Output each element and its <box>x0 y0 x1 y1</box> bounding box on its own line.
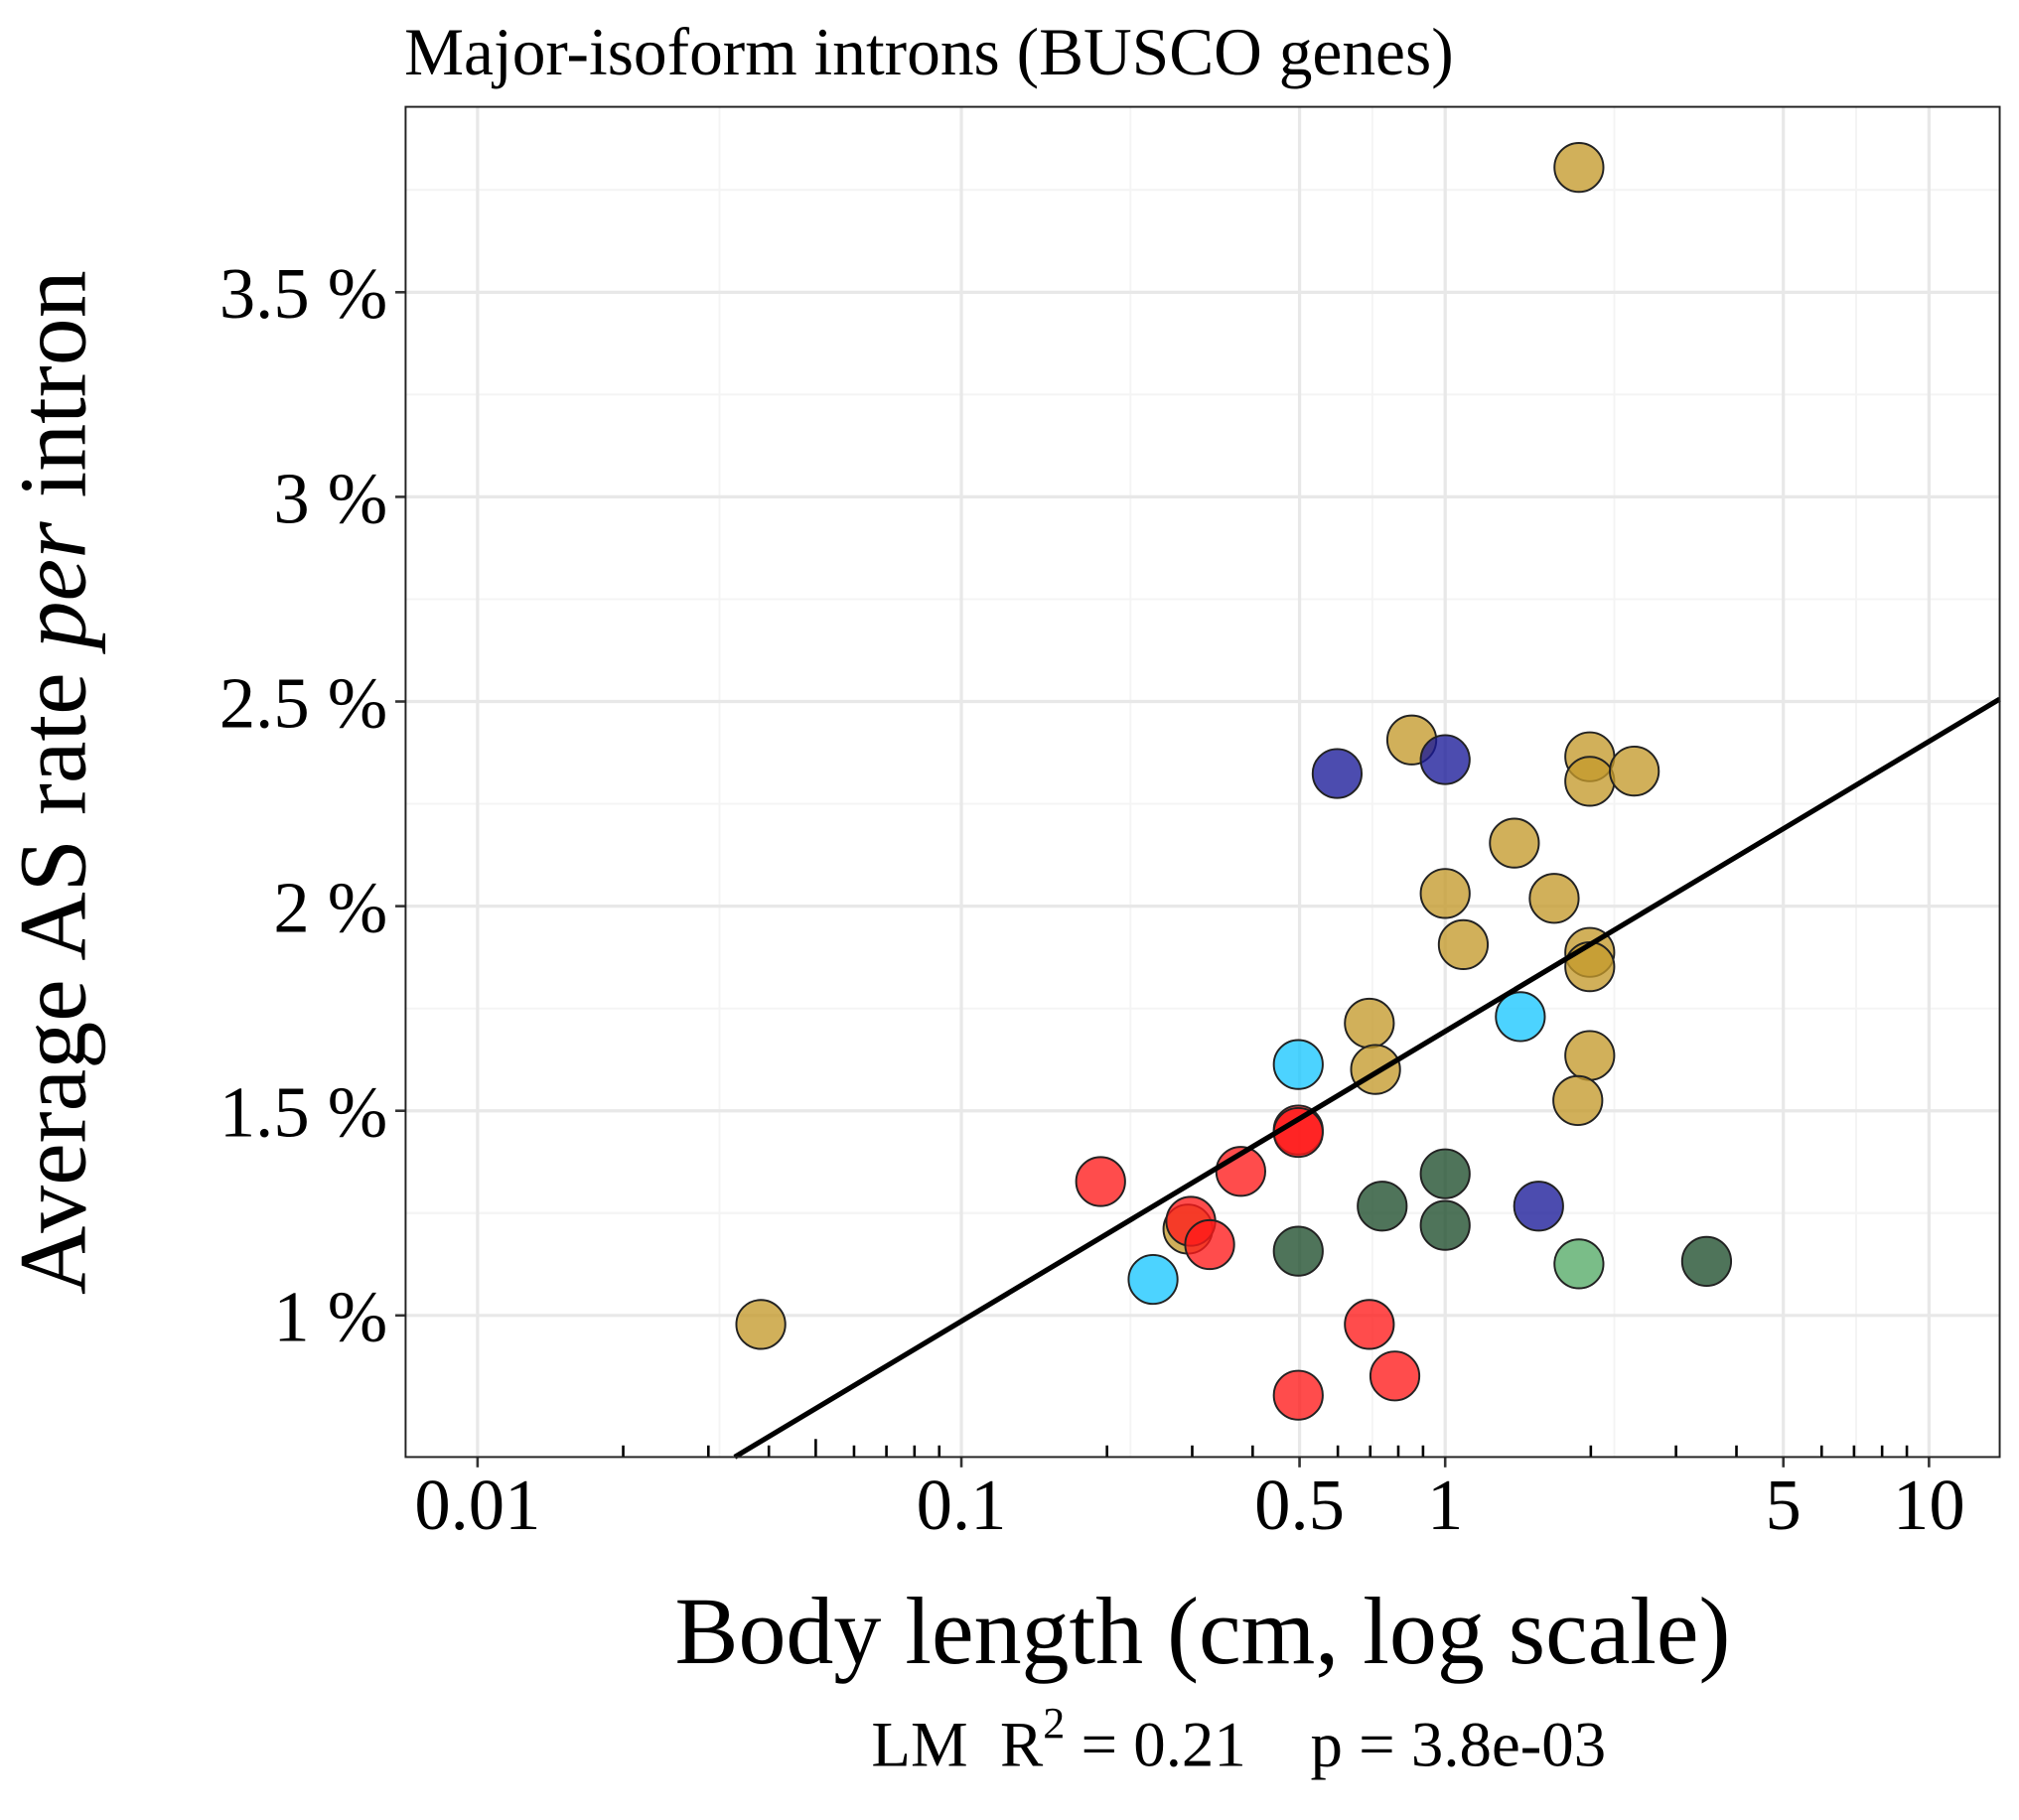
point <box>1419 1199 1471 1251</box>
points <box>735 141 1733 1421</box>
annotation-sup: 2 <box>1043 1699 1065 1748</box>
point <box>1344 997 1395 1050</box>
y-tick-label: 2.5 % <box>219 662 387 743</box>
x-axis-title: Body length (cm, log scale) <box>674 1579 1730 1684</box>
y-tick-label: 1 % <box>273 1277 387 1357</box>
point <box>1127 1253 1179 1306</box>
point <box>1564 941 1616 993</box>
point <box>735 1299 787 1350</box>
point <box>1344 1299 1395 1350</box>
plot-border <box>404 105 2001 1459</box>
x-tick-label: 1 <box>1427 1465 1463 1545</box>
point <box>1553 141 1605 194</box>
point <box>1528 873 1580 924</box>
point <box>1564 1030 1616 1081</box>
y-title-part: per <box>1 521 106 655</box>
y-tick-label: 2 % <box>273 868 387 948</box>
y-tick-label: 3.5 % <box>219 253 387 334</box>
point <box>1552 1074 1604 1127</box>
point <box>1075 1156 1126 1207</box>
point <box>1272 1369 1324 1421</box>
annotation-part: = 0.21 p = 3.8e-03 <box>1065 1710 1606 1781</box>
chart-title: Major-isoform introns (BUSCO genes) <box>404 15 1454 89</box>
point <box>1419 1148 1471 1199</box>
y-tick-label: 3 % <box>273 458 387 538</box>
point <box>1272 1039 1324 1090</box>
point <box>1495 991 1546 1043</box>
x-tick-label: 0.5 <box>1254 1465 1345 1545</box>
point <box>1419 734 1471 785</box>
x-tick-label: 5 <box>1766 1465 1802 1545</box>
annotation: LM R2 = 0.21 p = 3.8e-03 <box>871 1699 1606 1781</box>
y-axis-title: Average AS rate per intron <box>1 270 106 1295</box>
x-tick-label: 0.01 <box>414 1465 540 1545</box>
x-tick-label: 10 <box>1893 1465 1965 1545</box>
point <box>1680 1235 1733 1288</box>
point <box>1350 1044 1401 1095</box>
point <box>1184 1218 1235 1271</box>
point <box>1311 748 1364 799</box>
point <box>1419 868 1471 919</box>
point <box>1513 1181 1564 1232</box>
point <box>1357 1181 1408 1232</box>
point <box>1272 1225 1324 1277</box>
grid <box>405 106 2000 1458</box>
point <box>1553 1238 1605 1290</box>
point <box>1489 817 1540 869</box>
y-title-part: Average AS rate <box>1 648 106 1295</box>
y-title-part: intron <box>1 270 106 521</box>
trend-line <box>733 696 2001 1460</box>
y-tick-label: 1.5 % <box>219 1072 387 1153</box>
annotation-part: LM R <box>871 1710 1044 1781</box>
point <box>1369 1350 1421 1402</box>
point <box>1437 918 1490 970</box>
point <box>1609 745 1660 797</box>
point <box>1564 756 1616 807</box>
x-tick-label: 0.1 <box>917 1465 1007 1545</box>
